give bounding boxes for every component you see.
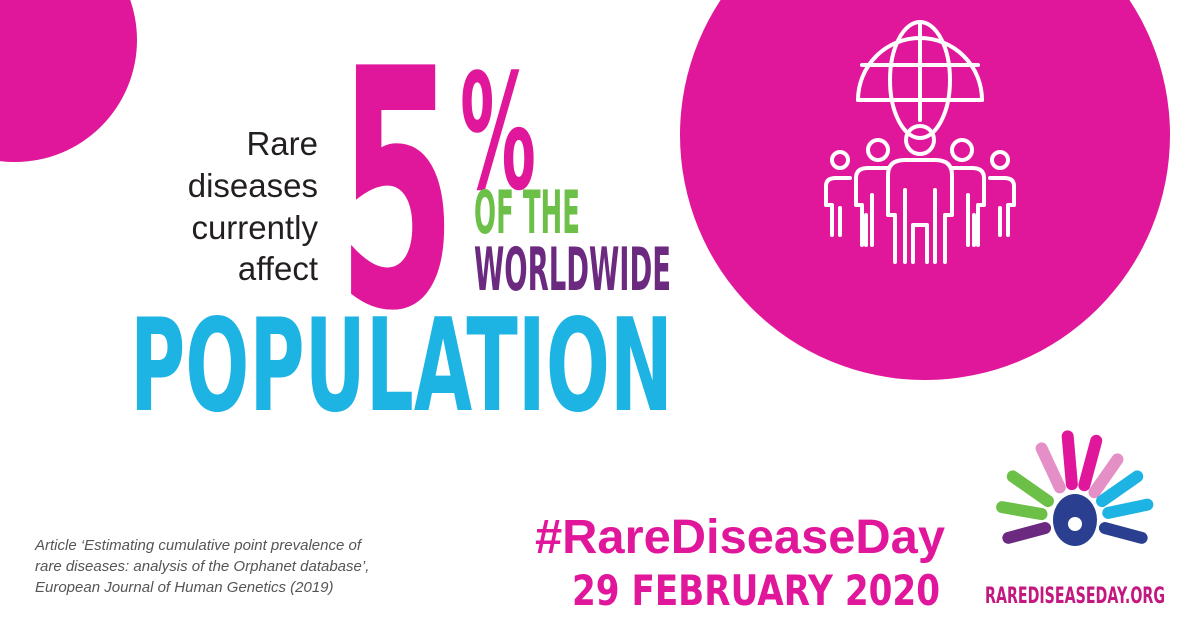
- citation-line: European Journal of Human Genetics (2019…: [35, 579, 334, 596]
- people-icon: [824, 20, 1016, 264]
- intro-line: affect: [238, 250, 318, 287]
- intro-line: diseases: [188, 167, 318, 204]
- date: 29 FEBRUARY 2020: [572, 566, 940, 615]
- citation-line: rare diseases: analysis of the Orphanet …: [35, 558, 369, 575]
- of-the: OF THE: [474, 178, 580, 248]
- logo-hands: [996, 430, 1154, 546]
- worldwide: WORLDWIDE: [474, 235, 671, 305]
- corner-circle: [0, 0, 137, 162]
- intro-line: Rare: [246, 125, 318, 162]
- hashtag: #RareDiseaseDay: [535, 511, 945, 564]
- logo: RAREDISEASEDAY.ORG: [985, 430, 1165, 609]
- intro-text: Rare diseases currently affect: [188, 125, 319, 287]
- citation: Article ‘Estimating cumulative point pre…: [34, 537, 369, 596]
- logo-text: RAREDISEASEDAY.ORG: [985, 584, 1165, 609]
- intro-line: currently: [191, 209, 318, 246]
- big-number: 5: [338, 0, 456, 383]
- percent-sign: %: [460, 39, 536, 226]
- citation-line: Article ‘Estimating cumulative point pre…: [34, 537, 363, 554]
- icon-circle: [680, 0, 1170, 380]
- population: POPULATION: [130, 292, 673, 441]
